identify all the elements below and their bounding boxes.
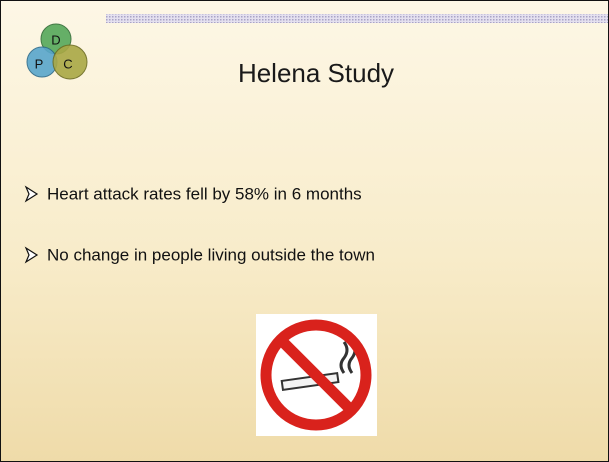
logo-letter: P <box>35 56 44 71</box>
slide-title: Helena Study <box>238 58 394 88</box>
bullet-marker <box>24 246 39 264</box>
sign-slash <box>277 336 355 414</box>
bullet-text: Heart attack rates fell by 58% in 6 mont… <box>47 184 362 203</box>
sign-ring <box>260 319 372 431</box>
header-band <box>106 14 608 23</box>
logo: D P C <box>26 23 88 80</box>
bullet-text: No change in people living outside the t… <box>47 245 375 264</box>
logo-letter: C <box>63 56 72 71</box>
no-smoking-sign <box>256 314 377 436</box>
logo-letter: D <box>51 32 60 47</box>
logo-circle <box>52 44 88 80</box>
bullet-marker <box>24 185 39 203</box>
